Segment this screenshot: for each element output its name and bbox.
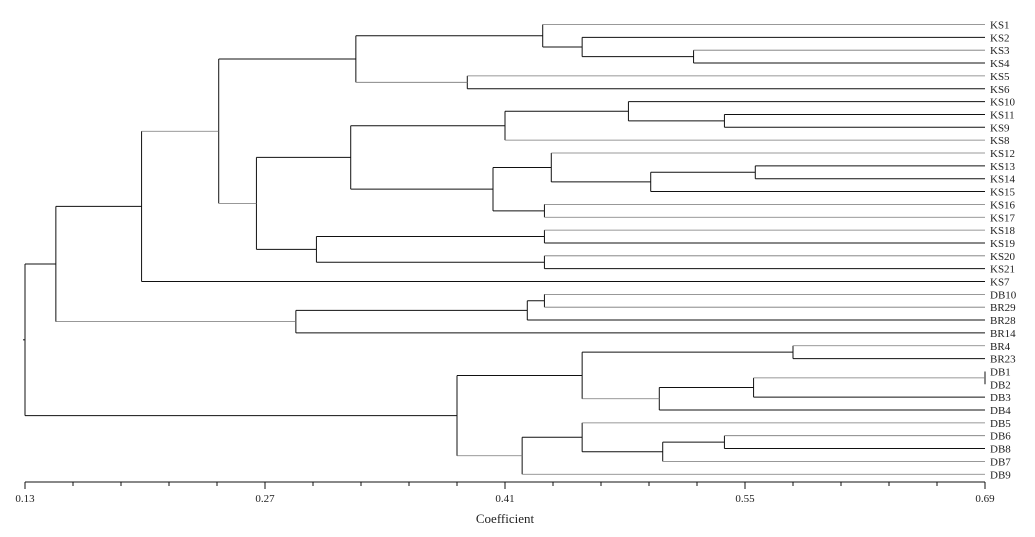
leaf-label-db10: DB10 [990,289,1017,301]
leaf-label-ks20: KS20 [990,251,1016,263]
leaf-label-db3: DB3 [990,392,1011,404]
tick-label-0-41: 0.41 [495,493,514,505]
leaf-label-ks17: KS17 [990,212,1016,224]
leaf-label-ks19: KS19 [990,238,1016,250]
leaf-label-br14: BR14 [990,328,1016,340]
tick-label-0-27: 0.27 [255,493,275,505]
x-axis-tick-labels: 0.13 0.27 0.41 0.55 0.69 [15,493,995,505]
leaf-label-ks6: KS6 [990,84,1010,96]
leaf-label-br28: BR28 [990,315,1016,327]
leaf-label-ks14: KS14 [990,174,1016,186]
leaf-label-ks5: KS5 [990,71,1010,83]
leaf-label-ks7: KS7 [990,277,1010,289]
leaf-label-br23: BR23 [990,354,1016,366]
leaf-label-db4: DB4 [990,405,1011,417]
tick-label-0-69: 0.69 [975,493,995,505]
leaf-label-ks11: KS11 [990,109,1015,121]
tick-label-0-13: 0.13 [15,493,35,505]
leaf-label-ks15: KS15 [990,187,1016,199]
leaf-labels: KS1KS2KS3KS4KS5KS6KS10KS11KS9KS8KS12KS13… [990,20,1017,482]
leaf-label-ks4: KS4 [990,58,1010,70]
x-axis-ticks [24,482,986,489]
leaf-label-br4: BR4 [990,341,1011,353]
leaf-label-db5: DB5 [990,418,1011,430]
leaf-label-ks2: KS2 [990,32,1010,44]
leaf-label-ks8: KS8 [990,135,1010,147]
leaf-label-db1: DB1 [990,366,1011,378]
leaf-label-db9: DB9 [990,469,1011,481]
leaf-label-br29: BR29 [990,302,1016,314]
leaf-label-ks10: KS10 [990,97,1016,109]
leaf-label-ks12: KS12 [990,148,1015,160]
leaf-label-ks16: KS16 [990,199,1016,211]
leaf-label-ks9: KS9 [990,122,1010,134]
leaf-label-db2: DB2 [990,379,1011,391]
leaf-label-ks1: KS1 [990,20,1010,32]
x-axis-title: Coefficient [476,511,535,526]
leaf-label-ks21: KS21 [990,264,1015,276]
leaf-label-ks3: KS3 [990,45,1010,57]
tick-label-0-55: 0.55 [735,493,755,505]
leaf-label-db6: DB6 [990,431,1011,443]
leaf-label-db8: DB8 [990,444,1011,456]
leaf-label-ks18: KS18 [990,225,1016,237]
dendrogram-branches [23,24,986,475]
x-axis: 0.13 0.27 0.41 0.55 0.69 Coefficient [15,481,995,526]
leaf-label-ks13: KS13 [990,161,1016,173]
leaf-label-db7: DB7 [990,456,1011,468]
